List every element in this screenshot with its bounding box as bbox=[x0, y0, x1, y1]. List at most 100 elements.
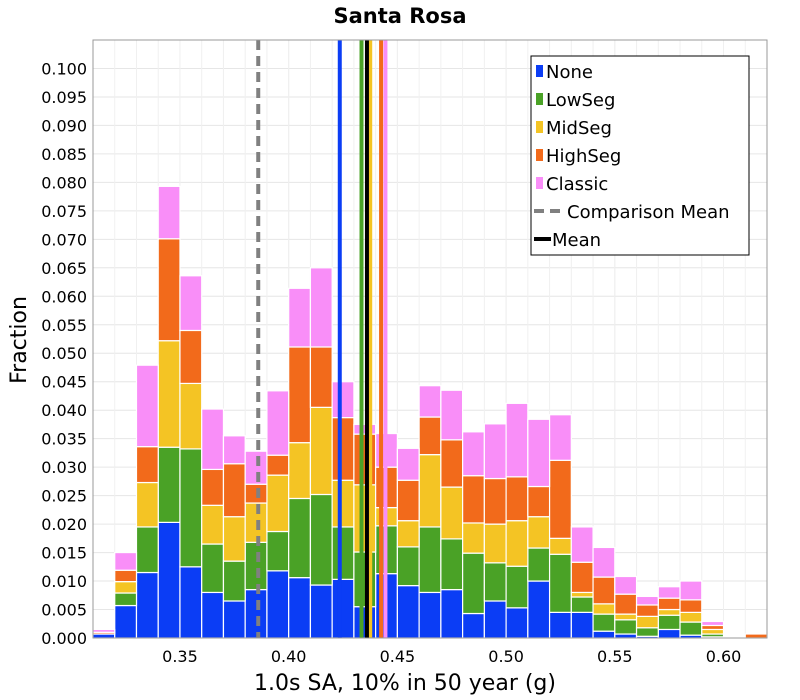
bar-midseg bbox=[331, 479, 355, 528]
bar-classic bbox=[527, 418, 551, 488]
bar-lowseg bbox=[331, 526, 355, 580]
bar-midseg bbox=[483, 523, 507, 564]
legend-label-midseg: MidSeg bbox=[546, 118, 612, 139]
bar-highseg bbox=[592, 576, 616, 605]
legend: None LowSeg MidSeg HighSeg Classic Comparison… bbox=[530, 55, 750, 256]
bar-highseg bbox=[135, 446, 159, 484]
bar-classic bbox=[418, 385, 442, 418]
y-tick-label: 0.100 bbox=[41, 59, 87, 78]
bar-classic bbox=[592, 546, 616, 578]
y-axis-ticks: 0.000 0.005 0.010 0.015 0.020 0.025 0.030 0.035… bbox=[41, 59, 87, 648]
bar-lowseg bbox=[505, 565, 529, 609]
mean-lines bbox=[256, 40, 388, 638]
y-axis-label: Fraction bbox=[7, 296, 32, 384]
x-tick-label: 0.55 bbox=[597, 647, 633, 666]
bar-midseg bbox=[266, 474, 290, 533]
x-tick-label: 0.50 bbox=[488, 647, 524, 666]
bar-midseg bbox=[114, 581, 138, 594]
y-tick-label: 0.000 bbox=[41, 629, 87, 648]
y-tick-label: 0.040 bbox=[41, 401, 87, 420]
bar-none bbox=[331, 578, 355, 639]
y-tick-label: 0.090 bbox=[41, 116, 87, 135]
bar-classic bbox=[505, 402, 529, 478]
bar-highseg bbox=[309, 346, 333, 408]
y-tick-label: 0.055 bbox=[41, 316, 87, 335]
bar-midseg bbox=[201, 504, 225, 545]
plot-frame bbox=[92, 39, 768, 639]
bar-midseg bbox=[135, 481, 159, 528]
legend-box bbox=[530, 55, 750, 256]
y-tick-label: 0.080 bbox=[41, 173, 87, 192]
y-tick-label: 0.065 bbox=[41, 259, 87, 278]
bar-lowseg bbox=[592, 613, 616, 632]
legend-swatch-classic bbox=[536, 177, 543, 189]
bar-midseg bbox=[679, 611, 703, 623]
bar-lowseg bbox=[462, 552, 485, 615]
bar-highseg bbox=[244, 483, 268, 504]
legend-label-none: None bbox=[546, 62, 593, 83]
bar-none bbox=[266, 570, 290, 639]
bar-none bbox=[483, 600, 507, 639]
bar-midseg bbox=[657, 608, 681, 616]
bar-highseg bbox=[353, 433, 377, 486]
bar-classic bbox=[114, 551, 138, 571]
x-axis-ticks: 0.35 0.40 0.45 0.50 0.55 0.60 bbox=[162, 647, 741, 666]
bar-lowseg bbox=[614, 619, 638, 635]
bar-classic bbox=[483, 423, 507, 480]
bar-none bbox=[505, 607, 529, 639]
bar-midseg bbox=[527, 516, 551, 549]
legend-label-lowseg: LowSeg bbox=[546, 90, 615, 111]
bar-classic bbox=[679, 580, 703, 601]
bar-highseg bbox=[222, 463, 246, 518]
bar-none bbox=[527, 580, 551, 639]
legend-swatch-midseg bbox=[536, 121, 543, 133]
bar-highseg bbox=[201, 468, 225, 506]
bar-highseg bbox=[548, 459, 572, 539]
bar-midseg bbox=[701, 628, 725, 635]
bar-lowseg bbox=[527, 547, 551, 582]
bar-highseg bbox=[331, 416, 355, 481]
bar-lowseg bbox=[440, 538, 464, 591]
bar-midseg bbox=[570, 591, 594, 598]
bar-none bbox=[592, 630, 616, 639]
bar-none bbox=[135, 571, 159, 639]
y-tick-label: 0.015 bbox=[41, 544, 87, 563]
bar-midseg bbox=[396, 520, 420, 548]
bar-midseg bbox=[592, 603, 616, 615]
bar-lowseg bbox=[548, 553, 572, 613]
bar-none bbox=[418, 591, 442, 639]
bar-classic bbox=[570, 526, 594, 563]
bar-lowseg bbox=[657, 614, 681, 631]
bar-none bbox=[157, 521, 181, 639]
bar-midseg bbox=[309, 406, 333, 496]
bar-none bbox=[462, 612, 485, 639]
bar-lowseg bbox=[309, 493, 333, 586]
bar-classic bbox=[266, 390, 290, 456]
bar-none bbox=[179, 566, 203, 639]
bar-classic bbox=[701, 620, 725, 627]
bar-none bbox=[309, 584, 333, 639]
bar-highseg bbox=[505, 476, 529, 522]
bar-highseg bbox=[614, 593, 638, 615]
bar-midseg bbox=[353, 484, 377, 553]
bar-highseg bbox=[657, 597, 681, 611]
y-tick-label: 0.005 bbox=[41, 601, 87, 620]
x-tick-label: 0.35 bbox=[162, 647, 198, 666]
legend-swatch-highseg bbox=[536, 149, 543, 161]
bar-none bbox=[201, 591, 225, 639]
bar-classic bbox=[244, 450, 268, 485]
y-tick-label: 0.070 bbox=[41, 230, 87, 249]
bar-midseg bbox=[179, 382, 203, 450]
y-tick-label: 0.075 bbox=[41, 202, 87, 221]
y-tick-label: 0.010 bbox=[41, 572, 87, 591]
bar-classic bbox=[201, 408, 225, 471]
bar-lowseg bbox=[135, 526, 159, 574]
bar-classic bbox=[657, 586, 681, 599]
bar-highseg bbox=[418, 416, 442, 456]
legend-swatch-none bbox=[536, 65, 543, 77]
bar-highseg bbox=[266, 454, 290, 476]
bars bbox=[92, 185, 768, 639]
bar-none bbox=[440, 588, 464, 639]
bar-lowseg bbox=[418, 526, 442, 594]
